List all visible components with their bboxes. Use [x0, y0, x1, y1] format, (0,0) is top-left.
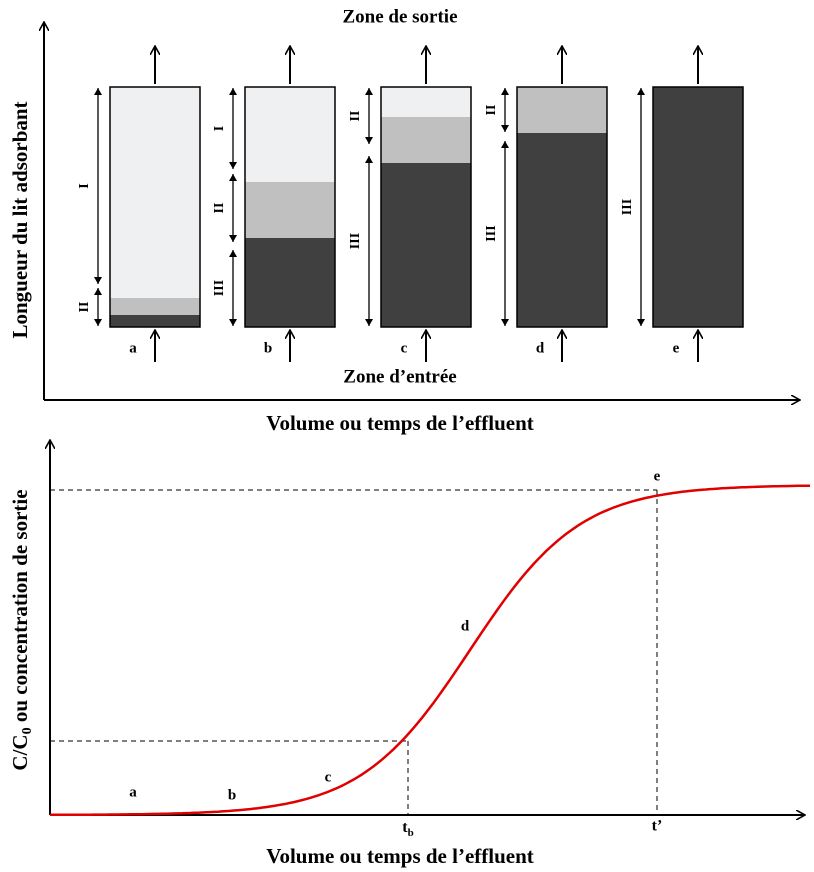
tb-label: tb — [402, 819, 413, 839]
column — [244, 86, 336, 328]
column — [109, 86, 201, 328]
column-label: e — [673, 340, 680, 356]
column — [652, 86, 744, 328]
column-label: c — [401, 340, 408, 356]
column-label: a — [129, 340, 137, 356]
transfer-zone — [110, 298, 200, 315]
zone-label: II — [348, 111, 363, 122]
tb-main: t — [402, 819, 408, 836]
saturated-zone — [245, 238, 335, 327]
column-label: b — [264, 340, 272, 356]
zone-label: III — [484, 225, 499, 241]
top-panel: Longueur du lit adsorbant Zone de sortie… — [8, 6, 800, 435]
breakthrough-curve — [50, 484, 810, 817]
saturated-zone — [110, 315, 200, 327]
outlet-label: Zone de sortie — [342, 6, 457, 27]
stage-label: d — [461, 618, 470, 634]
zone-label: III — [212, 280, 227, 296]
stage-label: c — [325, 769, 332, 785]
zone-label: III — [348, 233, 363, 249]
column — [380, 86, 472, 328]
transfer-zone — [517, 87, 607, 133]
y-label-main: C/C — [8, 734, 32, 770]
zone-label: I — [77, 183, 92, 188]
tb-sub: b — [408, 827, 414, 839]
y-label-sub: 0 — [20, 727, 35, 734]
stage-label: b — [228, 787, 236, 803]
zone-label: II — [484, 105, 499, 116]
unused-zone — [110, 87, 200, 298]
zone-label: II — [212, 203, 227, 214]
saturated-zone — [381, 163, 471, 327]
column-label: d — [536, 340, 545, 356]
transfer-zone — [245, 182, 335, 238]
t-prime-label: t’ — [652, 818, 663, 835]
y-label: Longueur du lit adsorbant — [8, 101, 32, 338]
saturated-zone — [517, 133, 607, 327]
x-label: Volume ou temps de l’effluent — [266, 844, 534, 868]
zone-label: III — [620, 199, 635, 215]
stage-label: e — [654, 468, 661, 484]
y-label: C/C0 ou concentration de sortie — [8, 489, 35, 770]
y-label-rest: ou concentration de sortie — [8, 489, 32, 727]
zone-label: II — [77, 302, 92, 313]
unused-zone — [381, 87, 471, 117]
inlet-label: Zone d’entrée — [343, 366, 456, 387]
stage-label: a — [129, 784, 137, 800]
transfer-zone — [381, 117, 471, 163]
unused-zone — [245, 87, 335, 182]
zone-label: I — [212, 126, 227, 131]
saturated-zone — [653, 87, 743, 327]
bottom-panel: C/C0 ou concentration de sortie tb t’ Vo… — [8, 440, 810, 868]
column — [516, 86, 608, 328]
x-label: Volume ou temps de l’effluent — [266, 411, 534, 435]
